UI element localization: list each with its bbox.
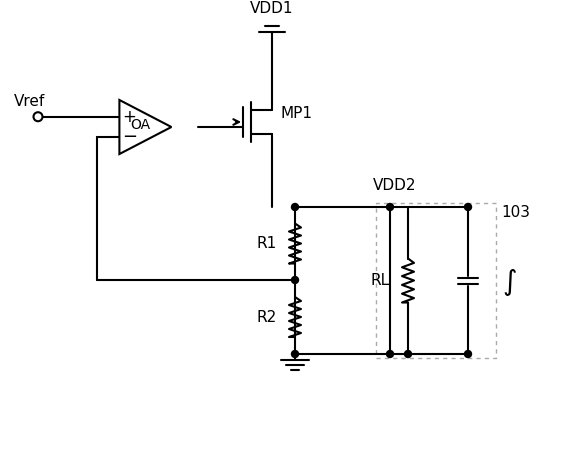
Text: OA: OA — [130, 118, 150, 132]
Text: 103: 103 — [501, 205, 530, 220]
Circle shape — [291, 276, 298, 284]
Bar — [376, 203, 496, 358]
Text: RL: RL — [371, 273, 390, 288]
Text: R2: R2 — [257, 310, 277, 324]
Text: −: − — [122, 128, 137, 146]
Text: VDD1: VDD1 — [250, 1, 294, 16]
Circle shape — [464, 203, 472, 211]
Circle shape — [387, 203, 393, 211]
Circle shape — [291, 203, 298, 211]
Text: ∫: ∫ — [503, 268, 517, 297]
Text: Vref: Vref — [14, 94, 45, 109]
Text: MP1: MP1 — [280, 107, 312, 122]
Text: VDD2: VDD2 — [373, 178, 417, 193]
Circle shape — [464, 351, 472, 358]
Circle shape — [404, 351, 412, 358]
Text: R1: R1 — [257, 236, 277, 251]
Circle shape — [387, 351, 393, 358]
Circle shape — [291, 351, 298, 358]
Text: +: + — [122, 108, 136, 126]
